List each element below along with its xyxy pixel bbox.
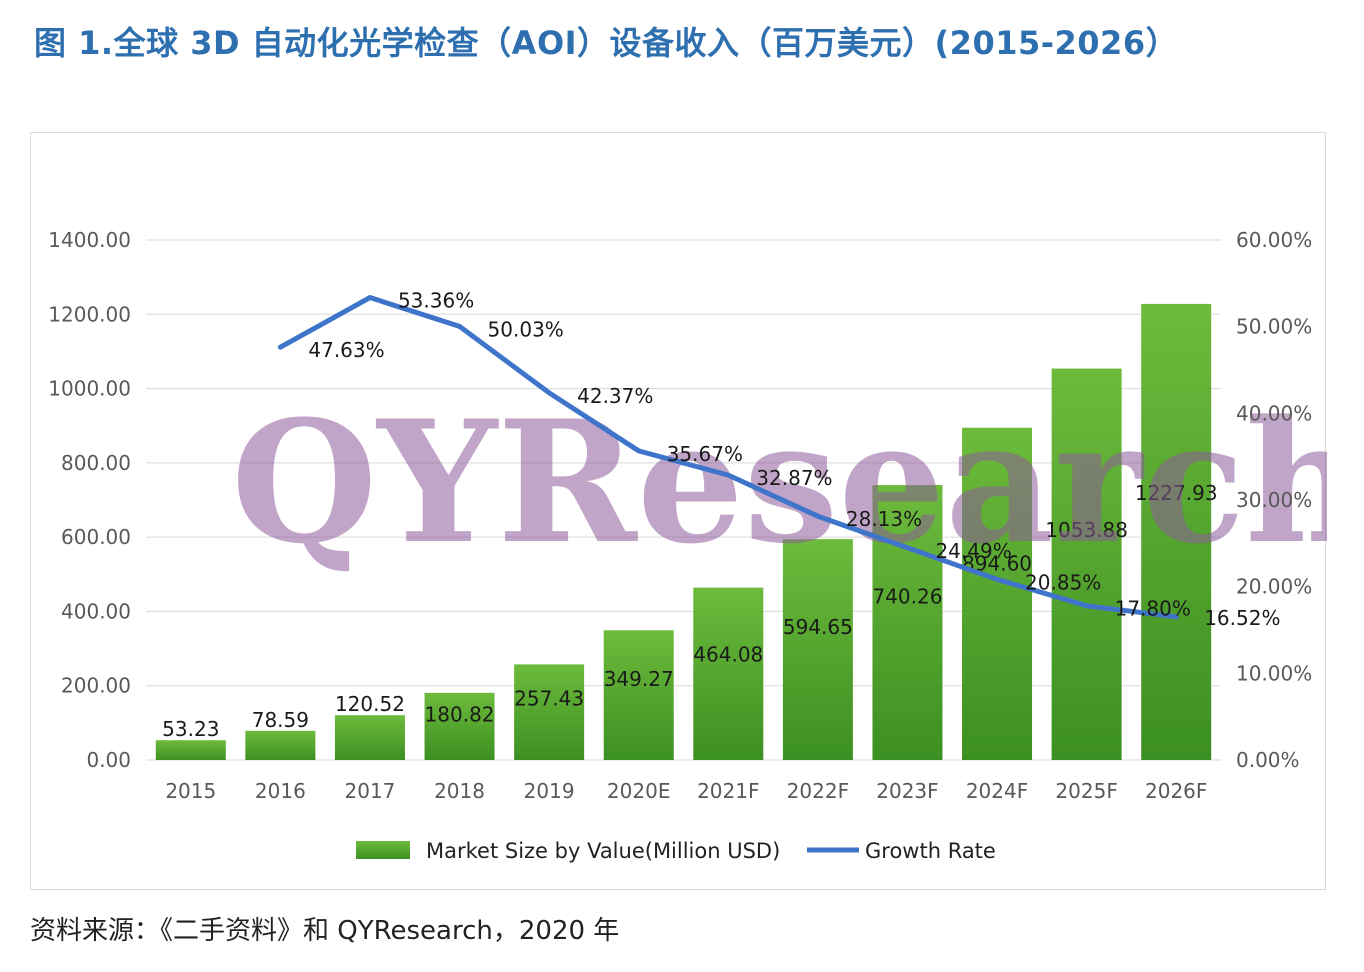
legend: Market Size by Value(Million USD) Growth… [356,839,996,863]
x-tick-label: 2016 [255,779,306,803]
bar-data-label: 53.23 [162,717,219,741]
bar [693,587,764,760]
legend-swatch-bar [356,841,410,859]
bar [245,730,316,760]
line-data-labels: 47.63% 53.36% 50.03% 42.37% 35.67% 32.87% 28.1… [308,289,1280,630]
bar-data-label: 1227.93 [1135,481,1218,505]
x-tick-label: 2018 [434,779,485,803]
x-tick-label: 2024F [966,779,1028,803]
bar [514,664,585,760]
bar-data-label: 78.59 [252,708,309,732]
left-axis: 0.00 200.00 400.00 600.00 800.00 1000.00 1200.… [48,228,131,772]
legend-label-bar: Market Size by Value(Million USD) [426,839,780,863]
bar [1051,368,1122,760]
y-right-tick-label: 10.00% [1236,661,1312,685]
x-tick-label: 2025F [1055,779,1117,803]
y-left-tick-label: 800.00 [61,451,131,475]
growth-line [277,295,1179,620]
y-left-tick-label: 600.00 [61,525,131,549]
bar-series [155,303,1212,760]
line-data-label: 35.67% [667,442,743,466]
bar [334,715,405,760]
x-axis: 2015 2016 2017 2018 2019 2020E 2021F 2022F 2023F… [165,779,1207,803]
x-tick-label: 2022F [787,779,849,803]
chart-area: 53.23 78.59 120.52 180.82 257.43 349.27 464.08… [30,132,1327,890]
growth-line-series [277,295,1179,620]
y-left-tick-label: 1200.00 [48,302,131,326]
x-tick-label: 2017 [345,779,396,803]
line-data-label: 32.87% [756,466,832,490]
x-tick-label: 2015 [165,779,216,803]
line-data-label: 50.03% [488,317,564,341]
bar-data-label: 257.43 [514,686,584,710]
y-right-tick-label: 50.00% [1236,315,1312,339]
line-data-label: 53.36% [398,289,474,313]
line-data-label: 17.80% [1115,597,1191,621]
bar-data-label: 349.27 [604,667,674,691]
bar-data-label: 120.52 [335,692,405,716]
bar-data-label: 180.82 [425,703,495,727]
bar-data-label: 1053.88 [1045,518,1128,542]
y-left-tick-label: 1000.00 [48,377,131,401]
right-axis: 0.00% 10.00% 20.00% 30.00% 40.00% 50.00% 60.00… [1236,228,1312,772]
source-note: 资料来源：《二手资料》和 QYResearch，2020 年 [30,916,620,946]
x-tick-label: 2020E [607,779,671,803]
bar-data-label: 464.08 [693,643,763,667]
watermark: QYResearch [231,383,1327,581]
y-right-tick-label: 0.00% [1236,748,1300,772]
line-data-label: 42.37% [577,384,653,408]
y-right-tick-label: 60.00% [1236,228,1312,252]
bar-data-labels: 53.23 78.59 120.52 180.82 257.43 349.27 464.08… [162,481,1217,741]
x-tick-label: 2019 [524,779,575,803]
x-tick-label: 2026F [1145,779,1207,803]
bar [603,630,674,760]
line-data-label: 20.85% [1025,570,1101,594]
x-tick-label: 2023F [876,779,938,803]
figure-title: 图 1.全球 3D 自动化光学检查（AOI）设备收入（百万美元）(2015-20… [34,24,1179,62]
bar [155,740,226,760]
bar [782,539,853,760]
y-left-tick-label: 200.00 [61,674,131,698]
line-data-label: 28.13% [846,507,922,531]
y-right-tick-label: 40.00% [1236,401,1312,425]
bar [962,427,1033,760]
bar-data-label: 594.65 [783,615,853,639]
line-data-label: 16.52% [1204,606,1280,630]
bar [1141,303,1212,760]
line-data-label: 24.49% [935,539,1011,563]
legend-label-line: Growth Rate [865,839,996,863]
y-right-tick-label: 30.00% [1236,488,1312,512]
y-right-tick-label: 20.00% [1236,575,1312,599]
line-data-label: 47.63% [308,338,384,362]
y-left-tick-label: 0.00 [86,748,131,772]
x-tick-label: 2021F [697,779,759,803]
bar [872,485,943,760]
y-left-tick-label: 1400.00 [48,228,131,252]
bar-data-label: 740.26 [872,584,942,608]
bar [424,692,495,760]
chart-svg: 53.23 78.59 120.52 180.82 257.43 349.27 464.08… [48,228,1327,863]
y-left-tick-label: 400.00 [61,599,131,623]
